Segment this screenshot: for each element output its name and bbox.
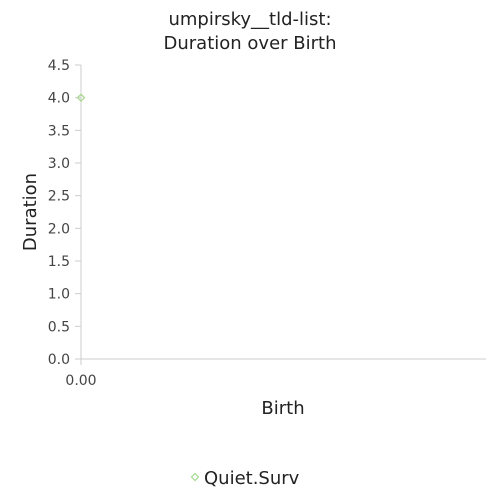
data-points [76, 93, 86, 103]
chart-title-line-1: umpirsky__tld-list: [168, 9, 332, 30]
y-tick-label: 4.5 [48, 58, 70, 74]
legend-marker-quiet-surv [190, 472, 200, 482]
y-tick-label: 3.0 [48, 156, 70, 172]
y-tick-label: 2.0 [48, 221, 70, 237]
x-tick-label: 0.00 [65, 373, 96, 389]
y-tick-label: 0.5 [48, 319, 70, 335]
y-axis: 0.0 0.5 1.0 1.5 2.0 2.5 3.0 3.5 4.0 4.5 [48, 58, 82, 368]
y-tick-label: 3.5 [48, 123, 70, 139]
y-tick-label: 4.0 [48, 91, 70, 107]
y-tick-label: 2.5 [48, 189, 70, 205]
legend: Quiet.Surv [190, 468, 300, 489]
data-point [76, 93, 86, 103]
legend-label-quiet-surv: Quiet.Surv [204, 468, 300, 489]
x-axis: 0.00 [65, 358, 486, 389]
y-tick-label: 1.5 [48, 254, 70, 270]
y-axis-title: Duration [20, 173, 41, 251]
y-tick-label: 1.0 [48, 287, 70, 303]
x-axis-title: Birth [261, 398, 304, 419]
y-tick-label: 0.0 [48, 352, 70, 368]
chart-title-line-2: Duration over Birth [163, 33, 337, 54]
